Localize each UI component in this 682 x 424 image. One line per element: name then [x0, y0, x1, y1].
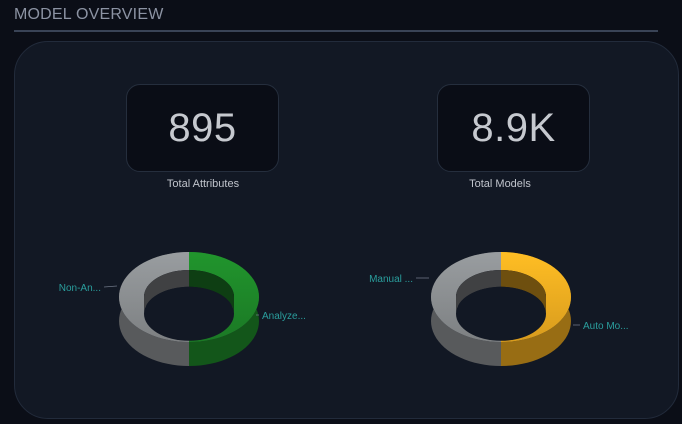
- donut-slice-label: Manual ...: [369, 274, 413, 285]
- donut-slice-manual[interactable]: [431, 252, 501, 342]
- kpi-card-total-models: 8.9K: [437, 84, 590, 172]
- donut-inner-wall: [189, 270, 234, 314]
- title-divider: [14, 30, 658, 32]
- kpi-value: 8.9K: [471, 105, 556, 150]
- kpi-value: 895: [168, 105, 237, 150]
- kpi-label: Total Models: [469, 178, 531, 190]
- donut-inner-wall: [501, 270, 546, 314]
- kpi-label: Total Attributes: [166, 178, 240, 190]
- donut-hole-floor: [144, 286, 234, 341]
- donut-chart-attributes: Analyze... Non-An...: [59, 252, 306, 366]
- donut-slice-label: Non-An...: [59, 283, 101, 294]
- donut-label-leader: [103, 285, 118, 288]
- donut-inner-wall: [144, 270, 189, 314]
- donut-slice-analyze[interactable]: [189, 252, 259, 342]
- donut-inner-wall: [456, 270, 501, 314]
- donut-slice-automo[interactable]: [501, 252, 571, 342]
- donut-slice-nonan[interactable]: [119, 252, 189, 342]
- donut-slice-label: Auto Mo...: [583, 321, 629, 332]
- kpi-card-total-attributes: 895: [126, 84, 279, 172]
- donut-chart-models: Auto Mo... Manual ...: [369, 252, 629, 366]
- donut-slice-label: Analyze...: [262, 311, 306, 322]
- donut-hole-floor: [456, 286, 546, 341]
- section-title: MODEL OVERVIEW: [14, 6, 164, 23]
